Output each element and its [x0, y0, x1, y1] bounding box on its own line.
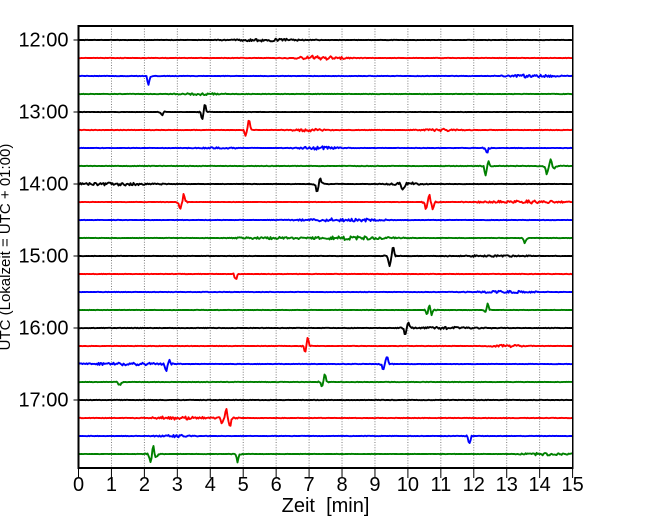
svg-text:9: 9 — [369, 474, 380, 496]
svg-text:14:00: 14:00 — [18, 174, 68, 196]
svg-text:17:00: 17:00 — [18, 390, 68, 412]
svg-text:10: 10 — [397, 474, 419, 496]
svg-text:15:00: 15:00 — [18, 246, 68, 268]
svg-text:7: 7 — [304, 474, 315, 496]
svg-text:8: 8 — [336, 474, 347, 496]
svg-text:Zeit [min]: Zeit [min] — [282, 495, 370, 517]
svg-text:15: 15 — [561, 474, 583, 496]
svg-text:1: 1 — [106, 474, 117, 496]
svg-text:0: 0 — [73, 474, 84, 496]
svg-text:2: 2 — [139, 474, 150, 496]
svg-text:3: 3 — [172, 474, 183, 496]
svg-text:4: 4 — [205, 474, 216, 496]
svg-text:16:00: 16:00 — [18, 318, 68, 340]
svg-text:6: 6 — [271, 474, 282, 496]
svg-text:11: 11 — [430, 474, 451, 496]
svg-text:13: 13 — [496, 474, 518, 496]
svg-text:UTC (Lokalzeit = UTC + 01:00): UTC (Lokalzeit = UTC + 01:00) — [0, 144, 14, 351]
svg-text:5: 5 — [238, 474, 249, 496]
svg-text:12:00: 12:00 — [18, 30, 68, 52]
svg-text:12: 12 — [463, 474, 485, 496]
svg-text:14: 14 — [529, 474, 551, 496]
svg-text:13:00: 13:00 — [18, 102, 68, 124]
